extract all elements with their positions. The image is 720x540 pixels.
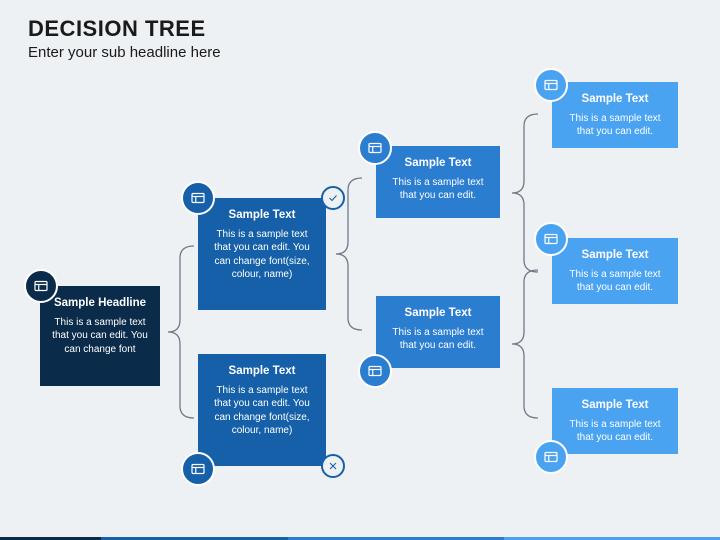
level2-node-1: Sample Text This is a sample text that yo… — [198, 354, 326, 466]
node-text: This is a sample text that you can edit. — [564, 112, 666, 139]
node-heading: Sample Text — [210, 208, 314, 224]
node-icon — [534, 440, 568, 474]
cross-mark — [321, 454, 345, 478]
node-icon — [358, 131, 392, 165]
node-heading: Sample Text — [564, 248, 666, 264]
node-text: This is a sample text that you can edit.… — [210, 384, 314, 438]
node-heading: Sample Text — [210, 364, 314, 380]
node-heading: Sample Text — [564, 398, 666, 414]
brace — [508, 112, 538, 274]
node-icon — [181, 181, 215, 215]
node-icon — [534, 222, 568, 256]
node-icon — [181, 452, 215, 486]
brace — [164, 244, 194, 420]
node-heading: Sample Headline — [52, 296, 148, 312]
root-node: Sample Headline This is a sample text tha… — [40, 286, 160, 386]
node-icon — [24, 269, 58, 303]
level4-node-2: Sample Text This is a sample text that yo… — [552, 388, 678, 454]
tree-stage: Sample Headline This is a sample text tha… — [0, 0, 720, 540]
node-heading: Sample Text — [564, 92, 666, 108]
level2-node-0: Sample Text This is a sample text that yo… — [198, 198, 326, 310]
node-text: This is a sample text that you can edit. — [564, 418, 666, 445]
node-text: This is a sample text that you can edit. — [388, 326, 488, 353]
node-text: This is a sample text that you can edit. — [388, 176, 488, 203]
node-text: This is a sample text that you can edit.… — [210, 228, 314, 282]
level3-node-1: Sample Text This is a sample text that yo… — [376, 296, 500, 368]
node-icon — [534, 68, 568, 102]
node-text: This is a sample text that you can edit.… — [52, 316, 148, 357]
node-text: This is a sample text that you can edit. — [564, 268, 666, 295]
level4-node-0: Sample Text This is a sample text that yo… — [552, 82, 678, 148]
brace — [508, 268, 538, 420]
node-heading: Sample Text — [388, 156, 488, 172]
node-heading: Sample Text — [388, 306, 488, 322]
check-mark — [321, 186, 345, 210]
level3-node-0: Sample Text This is a sample text that yo… — [376, 146, 500, 218]
level4-node-1: Sample Text This is a sample text that yo… — [552, 238, 678, 304]
node-icon — [358, 354, 392, 388]
